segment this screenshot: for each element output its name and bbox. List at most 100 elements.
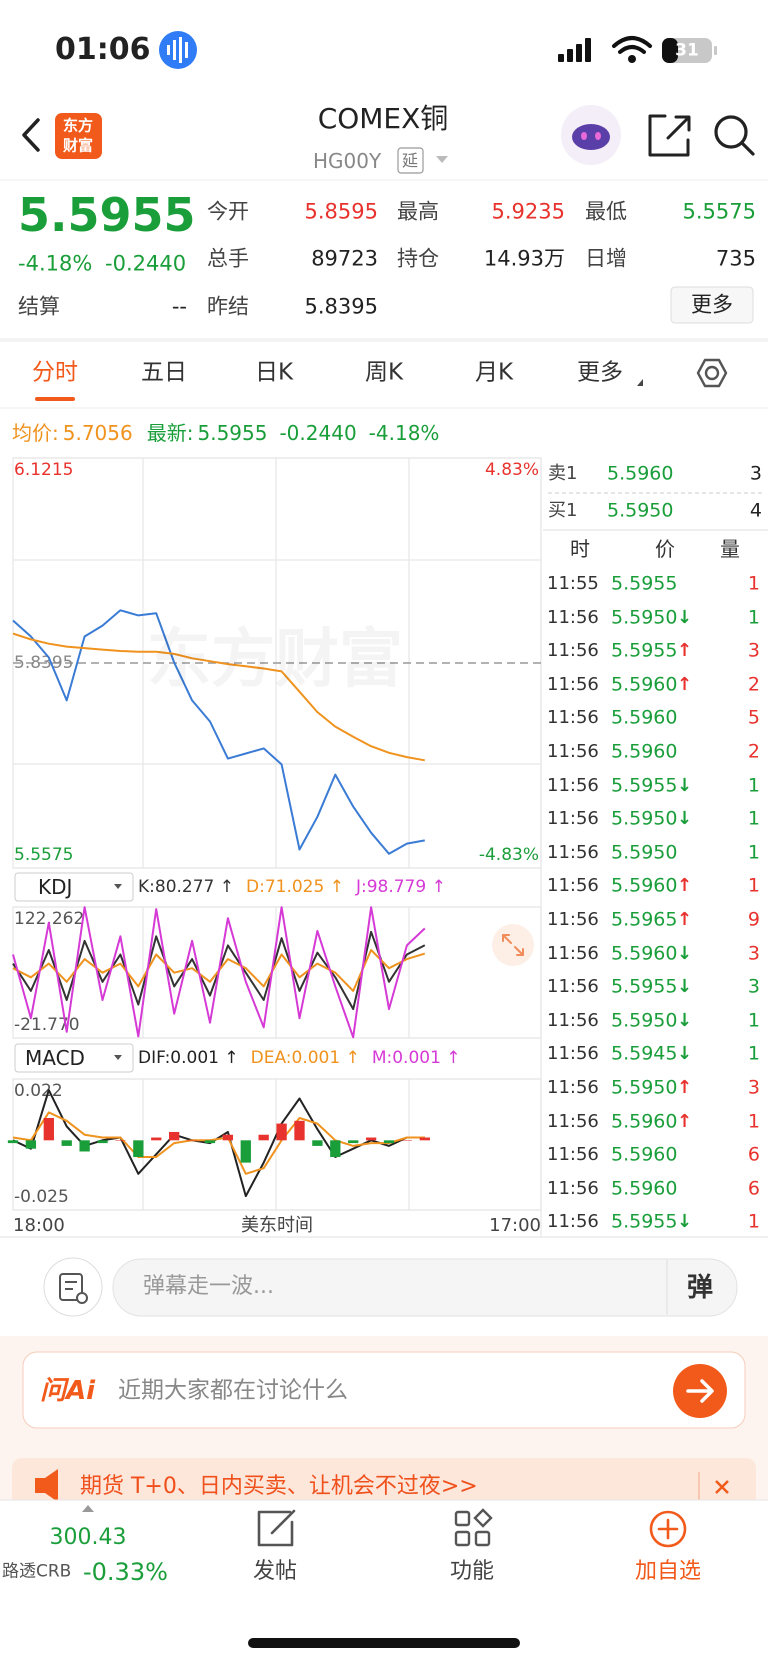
kdj-selector[interactable] <box>14 872 134 902</box>
trade-volume: 5 <box>747 706 760 729</box>
chart-tab[interactable]: 月K <box>474 359 514 386</box>
trade-price: 5.5950 <box>611 1076 678 1099</box>
indicator-name[interactable]: KDJ <box>38 875 73 899</box>
indicator-legend: J:98.779 ↑ <box>355 877 446 897</box>
banner[interactable] <box>12 1458 756 1508</box>
macd-bar <box>133 1140 144 1158</box>
post-icon[interactable] <box>257 1509 296 1547</box>
stat-value: 89723 <box>311 246 378 271</box>
indicator-name[interactable]: MACD <box>25 1046 85 1070</box>
trade-price: 5.5955 <box>611 572 678 595</box>
change-amount: -0.2440 <box>105 251 187 276</box>
tab-bar-item[interactable]: 功能 <box>449 1559 495 1584</box>
y-tick-label: 0.022 <box>14 1081 63 1101</box>
chart-tab[interactable]: 日K <box>254 359 294 386</box>
macd-bar <box>365 1137 377 1141</box>
battery-level-text: 31 <box>675 40 699 61</box>
trade-time: 11:56 <box>547 808 599 830</box>
trade-volume: 3 <box>747 942 760 965</box>
comment-input[interactable] <box>112 1258 738 1317</box>
trade-arrow: ↑ <box>677 875 693 897</box>
expand-button[interactable] <box>492 924 534 966</box>
trade-volume: 1 <box>747 807 760 830</box>
indicator-legend: DEA:0.001 ↑ <box>251 1048 360 1068</box>
stat-value: 5.9235 <box>491 199 565 224</box>
trade-volume: 1 <box>747 1042 760 1065</box>
trade-volume: 1 <box>747 774 760 797</box>
stat-value: 735 <box>715 246 756 271</box>
trade-time: 11:56 <box>547 1077 599 1098</box>
trade-price: 5.5950 <box>611 807 678 830</box>
comment-placeholder[interactable]: 弹幕走一波... <box>143 1274 274 1299</box>
trade-time: 11:56 <box>547 1177 599 1199</box>
book-header: 时 <box>570 537 590 561</box>
macd-bar <box>294 1120 305 1141</box>
y2-tick-label: 4.83% <box>485 460 539 480</box>
trade-price: 5.5955 <box>611 1210 678 1233</box>
share-button[interactable] <box>648 114 691 157</box>
app-logo <box>55 113 102 159</box>
macd-bar <box>169 1131 180 1141</box>
trade-volume: 1 <box>747 1210 760 1233</box>
index-change[interactable]: -0.33% <box>83 1558 168 1586</box>
avg-label: 均价: <box>12 421 59 445</box>
avg-price: 5.7056 <box>62 421 133 445</box>
more-button[interactable] <box>670 286 754 324</box>
indicator-legend: DIF:0.001 ↑ <box>138 1048 239 1068</box>
macd-bar <box>97 1140 108 1144</box>
tab-bar-item[interactable]: 加自选 <box>634 1559 702 1584</box>
tab-underline <box>35 397 75 401</box>
y-tick-label: 122.262 <box>14 909 84 929</box>
indicator-legend: K:80.277 ↑ <box>138 877 234 897</box>
x-tick-label: 18:00 <box>13 1215 65 1236</box>
chart-tab[interactable]: 分时 <box>32 359 78 386</box>
macd-bar <box>383 1140 395 1144</box>
trade-time: 11:56 <box>547 976 599 998</box>
trade-price: 5.5960 <box>611 740 678 763</box>
danmaku-button[interactable]: 弹 <box>686 1273 714 1303</box>
trade-time: 11:56 <box>547 1110 599 1132</box>
trade-price: 5.5960 <box>611 673 678 696</box>
code-dropdown[interactable] <box>436 156 448 163</box>
trade-time: 11:56 <box>547 1009 599 1031</box>
indicator-legend: M:0.001 ↑ <box>372 1048 461 1068</box>
banner-text[interactable]: 期货 T+0、日内买卖、让机会不过夜>> <box>80 1474 478 1499</box>
macd-bar <box>7 1140 19 1144</box>
more-button-label[interactable]: 更多 <box>691 292 733 317</box>
chart-tab[interactable]: 周K <box>364 359 404 386</box>
macd-bar <box>276 1123 287 1141</box>
search-button[interactable] <box>714 115 755 156</box>
stat-label: 今开 <box>207 199 249 224</box>
series-line <box>12 1111 425 1175</box>
trade-time: 11:56 <box>547 909 599 930</box>
macd-bar <box>419 1137 430 1141</box>
y-tick-label: -21.770 <box>14 1015 80 1035</box>
back-button[interactable] <box>22 118 40 152</box>
voice-icon <box>159 31 197 69</box>
series-line <box>12 1089 425 1198</box>
chart-tab[interactable]: 更多 <box>577 359 623 386</box>
macd-bar <box>186 1140 198 1141</box>
stat-label: 总手 <box>207 246 249 271</box>
banner-close[interactable] <box>715 1480 729 1494</box>
trade-arrow: ↓ <box>677 774 693 796</box>
chart-tab[interactable]: 五日 <box>141 359 187 386</box>
macd-selector[interactable] <box>14 1043 134 1073</box>
trade-price: 5.5950 <box>611 1009 678 1032</box>
index-name[interactable]: 路透CRB <box>2 1561 72 1582</box>
stat-value: 5.8395 <box>304 294 378 319</box>
stat-label: 最高 <box>397 199 439 224</box>
comment-settings-button[interactable] <box>43 1257 103 1317</box>
ai-box[interactable] <box>22 1351 746 1429</box>
ai-prompt[interactable]: 近期大家都在讨论什么 <box>118 1377 348 1404</box>
function-icon[interactable] <box>454 1508 493 1547</box>
index-value[interactable]: 300.43 <box>49 1525 127 1550</box>
tab-bar-item[interactable]: 发帖 <box>252 1559 298 1584</box>
trade-time: 11:56 <box>547 741 599 762</box>
settings-button[interactable] <box>696 358 728 388</box>
trade-time: 11:55 <box>547 573 599 594</box>
watchlist-icon[interactable] <box>649 1510 687 1548</box>
book-label: 卖1 <box>548 463 578 484</box>
trade-arrow: ↓ <box>677 1009 693 1031</box>
